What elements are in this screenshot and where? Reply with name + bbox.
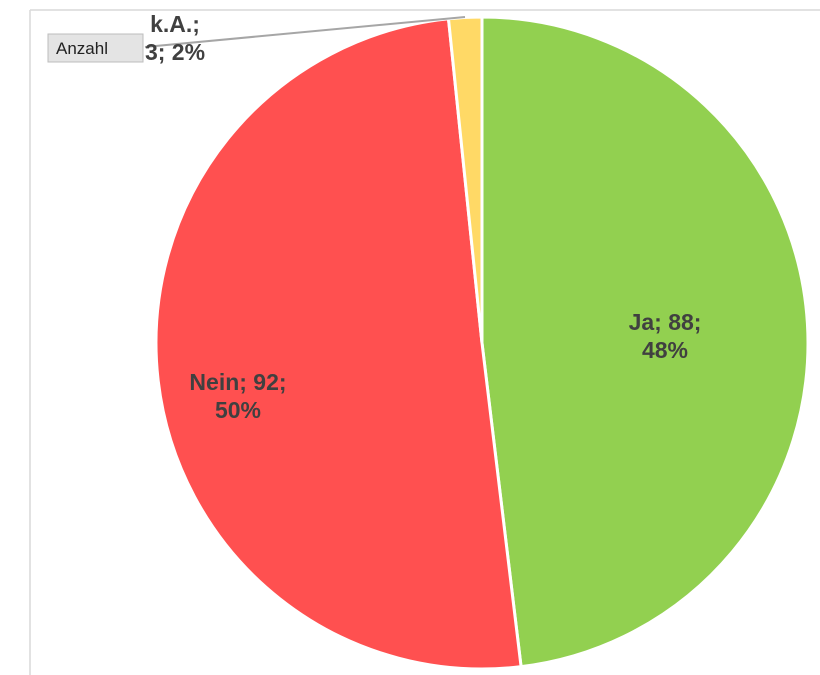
pie	[154, 15, 810, 671]
data-labels: Ja; 88; 48% Nein; 92; 50% k.A.; 3; 2%	[145, 11, 701, 423]
button-box[interactable]	[47, 33, 144, 63]
pie-slice	[480, 15, 810, 669]
field-button[interactable]: Anzahl	[47, 33, 144, 63]
data-label: Ja; 88; 48%	[629, 309, 702, 363]
button-text[interactable]: Anzahl	[56, 39, 108, 58]
pie-slice	[154, 17, 523, 671]
data-label: k.A.; 3; 2%	[145, 11, 205, 65]
leader-line	[144, 16, 466, 48]
data-label: Nein; 92; 50%	[189, 369, 286, 423]
